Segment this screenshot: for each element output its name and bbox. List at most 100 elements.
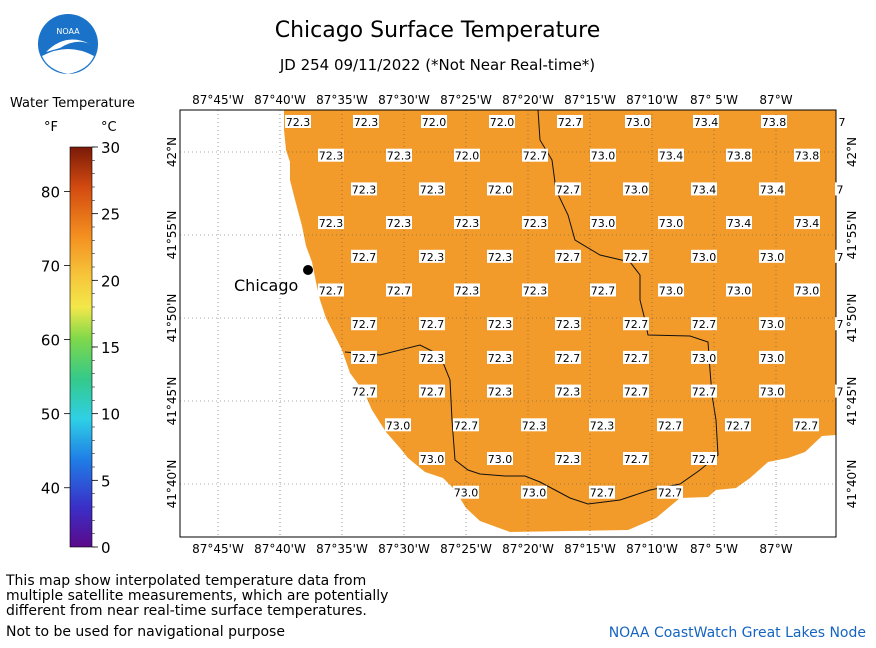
lon-tick-bottom: 87°30'W — [378, 542, 430, 556]
temp-label-box — [555, 350, 581, 364]
temp-label-box — [589, 418, 615, 432]
temp-label: 73.4 — [692, 183, 717, 196]
temp-label-box — [353, 115, 379, 128]
temp-label: 72.3 — [354, 116, 379, 129]
temp-label-box — [555, 384, 581, 398]
color-scale: 0 5 10 15 20 25 30 40 50 60 70 80 — [41, 139, 120, 557]
temp-label-box — [351, 384, 377, 398]
temp-label: 72.7 — [556, 352, 581, 365]
temp-label-box — [454, 148, 480, 162]
temp-label: 72.3 — [556, 318, 581, 331]
temp-label-box — [793, 418, 819, 432]
temp-label-box — [657, 485, 683, 499]
temp-label: 72.7 — [352, 386, 377, 399]
page-title: Chicago Surface Temperature — [274, 18, 601, 43]
lat-tick-right: 42°N — [845, 137, 859, 167]
temp-label-box — [522, 283, 548, 297]
temp-label: 72.3 — [352, 183, 377, 196]
temp-label: 73.0 — [727, 285, 752, 298]
logo-text: NOAA — [56, 27, 80, 36]
temp-label: 73.8 — [727, 150, 752, 163]
lon-tick-top: 87°15'W — [564, 93, 616, 107]
temp-label-box — [419, 452, 445, 465]
temp-label-box — [454, 216, 480, 230]
temp-label: 73.0 — [659, 217, 684, 230]
temp-label: 72.7 — [352, 352, 377, 365]
temp-label-box — [351, 317, 377, 331]
lat-tick-right: 41°45'N — [845, 377, 859, 426]
temp-label: 72.0 — [490, 116, 515, 129]
temp-label: 72.3 — [420, 352, 445, 365]
temp-label-box — [419, 249, 445, 263]
temp-label-box — [623, 384, 649, 398]
temp-label: 72.3 — [556, 453, 581, 466]
temp-label-box — [487, 452, 513, 465]
scale-tick-c: 20 — [101, 272, 120, 290]
temp-label: 72.3 — [488, 352, 513, 365]
temp-label-box — [419, 317, 445, 331]
lat-tick-right: 41°50'N — [845, 294, 859, 343]
temp-label-box — [691, 452, 717, 465]
temp-label: 72.7 — [387, 285, 412, 298]
temp-label-box — [794, 216, 820, 230]
temp-label: 73.0 — [624, 183, 649, 196]
temp-label: 73.4 — [760, 183, 785, 196]
lon-tick-top: 87° 5'W — [690, 93, 738, 107]
temp-label-box — [794, 283, 820, 297]
temp-label-box — [623, 249, 649, 263]
lat-tick-right: 41°55'N — [845, 211, 859, 260]
temp-label-box — [623, 317, 649, 331]
temp-label: 73.4 — [659, 150, 684, 163]
temp-label-box — [794, 148, 820, 162]
temp-label: 72.0 — [488, 183, 513, 196]
lon-tick-top: 87°10'W — [626, 93, 678, 107]
temp-label-box — [590, 216, 616, 230]
temp-label: 72.7 — [692, 318, 717, 331]
lon-tick-top: 87°25'W — [440, 93, 492, 107]
temp-label: 72.7 — [556, 183, 581, 196]
temp-label-box — [521, 485, 547, 499]
temp-label-box — [691, 350, 717, 364]
temp-label-box — [419, 384, 445, 398]
temp-label: 7 — [837, 251, 844, 264]
temp-label: 72.7 — [658, 419, 683, 432]
lon-tick-top: 87°30'W — [378, 93, 430, 107]
temp-label: 73.0 — [692, 251, 717, 264]
lon-tick-bottom: 87°10'W — [626, 542, 678, 556]
temp-label-box — [691, 384, 717, 398]
disclaimer-note: This map show interpolated temperature d… — [6, 573, 389, 619]
lon-tick-top: 87°20'W — [502, 93, 554, 107]
temp-label-box — [837, 115, 847, 128]
temp-label-box — [454, 283, 480, 297]
temp-label: 72.7 — [420, 386, 445, 399]
temp-label-box — [351, 182, 377, 196]
temp-label: 72.7 — [726, 419, 751, 432]
temp-label: 7 — [837, 318, 844, 331]
temp-label: 72.3 — [488, 251, 513, 264]
lat-tick-left: 41°50'N — [165, 294, 179, 343]
temp-label: 72.7 — [658, 487, 683, 500]
temp-label-box — [835, 384, 845, 398]
temp-label: 72.7 — [558, 116, 583, 129]
temp-label: 72.3 — [523, 285, 548, 298]
temp-label: 73.0 — [591, 217, 616, 230]
legend-unit-c: °C — [101, 120, 117, 135]
temp-label-box — [385, 418, 411, 432]
temp-label: 7 — [839, 116, 846, 129]
temp-label-box — [759, 384, 785, 398]
temp-label-box — [555, 452, 581, 465]
temp-label-box — [590, 283, 616, 297]
temp-label-box — [386, 216, 412, 230]
credit-text: NOAA CoastWatch Great Lakes Node — [608, 625, 866, 641]
temp-label: 73.0 — [420, 453, 445, 466]
temp-label-box — [693, 115, 719, 128]
temp-label: 73.0 — [522, 487, 547, 500]
legend-unit-f: °F — [44, 120, 58, 135]
lat-tick-left: 41°55'N — [165, 211, 179, 260]
temp-label: 73.4 — [694, 116, 719, 129]
temp-label-box — [487, 384, 513, 398]
temp-label-box — [658, 283, 684, 297]
temp-label-box — [351, 249, 377, 263]
lat-tick-right: 41°40'N — [845, 460, 859, 509]
temp-label: 73.0 — [488, 453, 513, 466]
